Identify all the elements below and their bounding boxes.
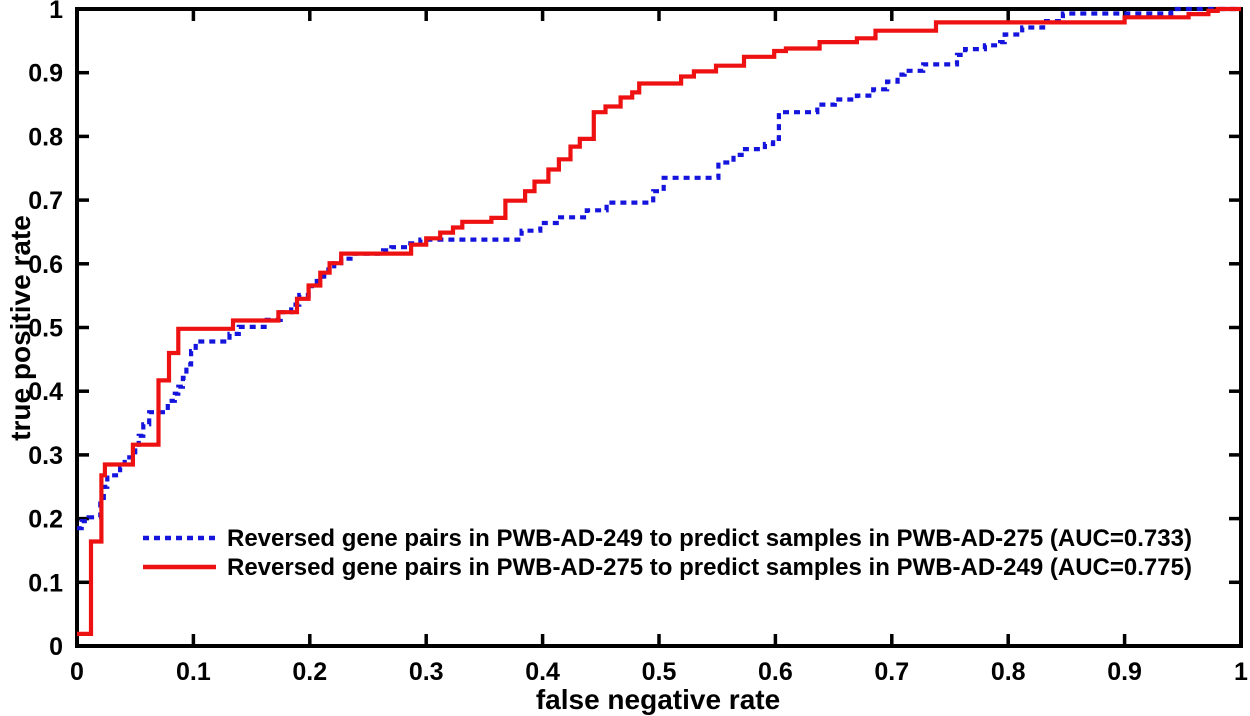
y-tick-label: 0.1 [28,569,63,597]
y-tick-label: 0.4 [28,378,63,406]
x-tick-label: 0.1 [176,658,211,686]
y-tick-label: 0.6 [28,251,63,279]
x-tick-label: 0.6 [758,658,793,686]
y-tick-label: 0.9 [28,60,63,88]
x-tick-label: 0.7 [874,658,909,686]
x-tick-label: 0.4 [525,658,560,686]
y-tick-label: 0.5 [28,315,63,343]
y-tick-label: 0.2 [28,506,63,534]
y-tick-label: 0 [49,633,63,661]
roc-curve-blue-dotted [77,6,1241,531]
roc-curves [77,6,1241,636]
x-tick-label: 0.8 [991,658,1026,686]
y-tick-label: 0.7 [28,187,63,215]
y-tick-label: 0.3 [28,442,63,470]
x-tick-label: 0.2 [292,658,327,686]
x-tick-label: 0.5 [642,658,677,686]
y-tick-label: 0.8 [28,123,63,151]
x-axis-label: false negative rate [536,684,780,715]
legend-label-red-series: Reversed gene pairs in PWB-AD-275 to pre… [227,554,1192,581]
y-axis-label: true positive rate [5,215,36,441]
y-tick-label: 1 [49,0,63,24]
x-tick-label: 0.3 [409,658,444,686]
plot-axes: 0 0.1 0.2 0.3 0.4 0.5 0.6 0.7 0.8 0.9 1 0 0.1 0.2 0.3 0… [28,0,1248,686]
legend: Reversed gene pairs in PWB-AD-249 to pre… [143,525,1192,581]
legend-label-blue-series: Reversed gene pairs in PWB-AD-249 to pre… [227,525,1192,552]
x-tick-label: 1 [1234,658,1248,686]
x-tick-label: 0 [70,658,84,686]
x-tick-label: 0.9 [1107,658,1142,686]
roc-curve-red-solid [77,6,1241,636]
